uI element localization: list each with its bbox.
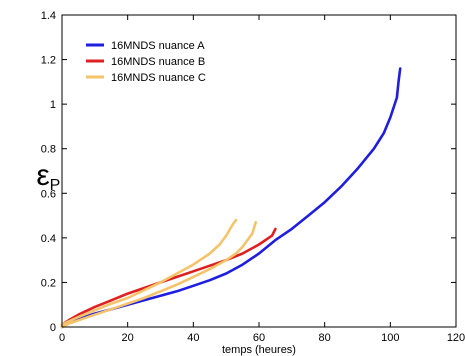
y-tick-label: 1.4 (41, 10, 56, 22)
y-tick-label: 1.2 (41, 55, 56, 67)
y-tick-label: 0.8 (41, 144, 56, 156)
x-tick-label: 40 (187, 332, 199, 344)
y-tick-label: 1 (50, 99, 56, 111)
x-tick-label: 100 (381, 332, 399, 344)
series-layer (60, 67, 402, 329)
legend: 16MNDS nuance A 16MNDS nuance B 16MNDS nua… (86, 40, 206, 84)
x-tick-label: 80 (319, 332, 331, 344)
y-tick-label: 0.6 (41, 188, 56, 200)
y-tick-label: 0 (50, 322, 56, 334)
ticks-layer: 0 20 40 60 80 100 120 0 0.2 0.4 0.6 0.8 1 1.2 1.4 (41, 10, 465, 344)
y-tick-label: 0.2 (41, 277, 56, 289)
legend-entry: 16MNDS nuance C (111, 72, 206, 84)
x-tick-label: 20 (122, 332, 134, 344)
series-line-3-1 (60, 218, 238, 327)
series-line-1 (60, 67, 402, 329)
legend-entry: 16MNDS nuance A (111, 40, 205, 52)
y-axis-label-subscript: P (50, 177, 61, 194)
y-axis-label: ε (36, 159, 49, 192)
y-tick-label: 0.4 (41, 233, 56, 245)
series-line-3-2 (60, 221, 257, 329)
series-line-2 (60, 227, 277, 327)
x-tick-label: 60 (253, 332, 265, 344)
x-axis-label: temps (heures) (222, 344, 296, 356)
legend-entry: 16MNDS nuance B (111, 56, 205, 68)
x-tick-label: 120 (447, 332, 465, 344)
x-tick-label: 0 (59, 332, 65, 344)
